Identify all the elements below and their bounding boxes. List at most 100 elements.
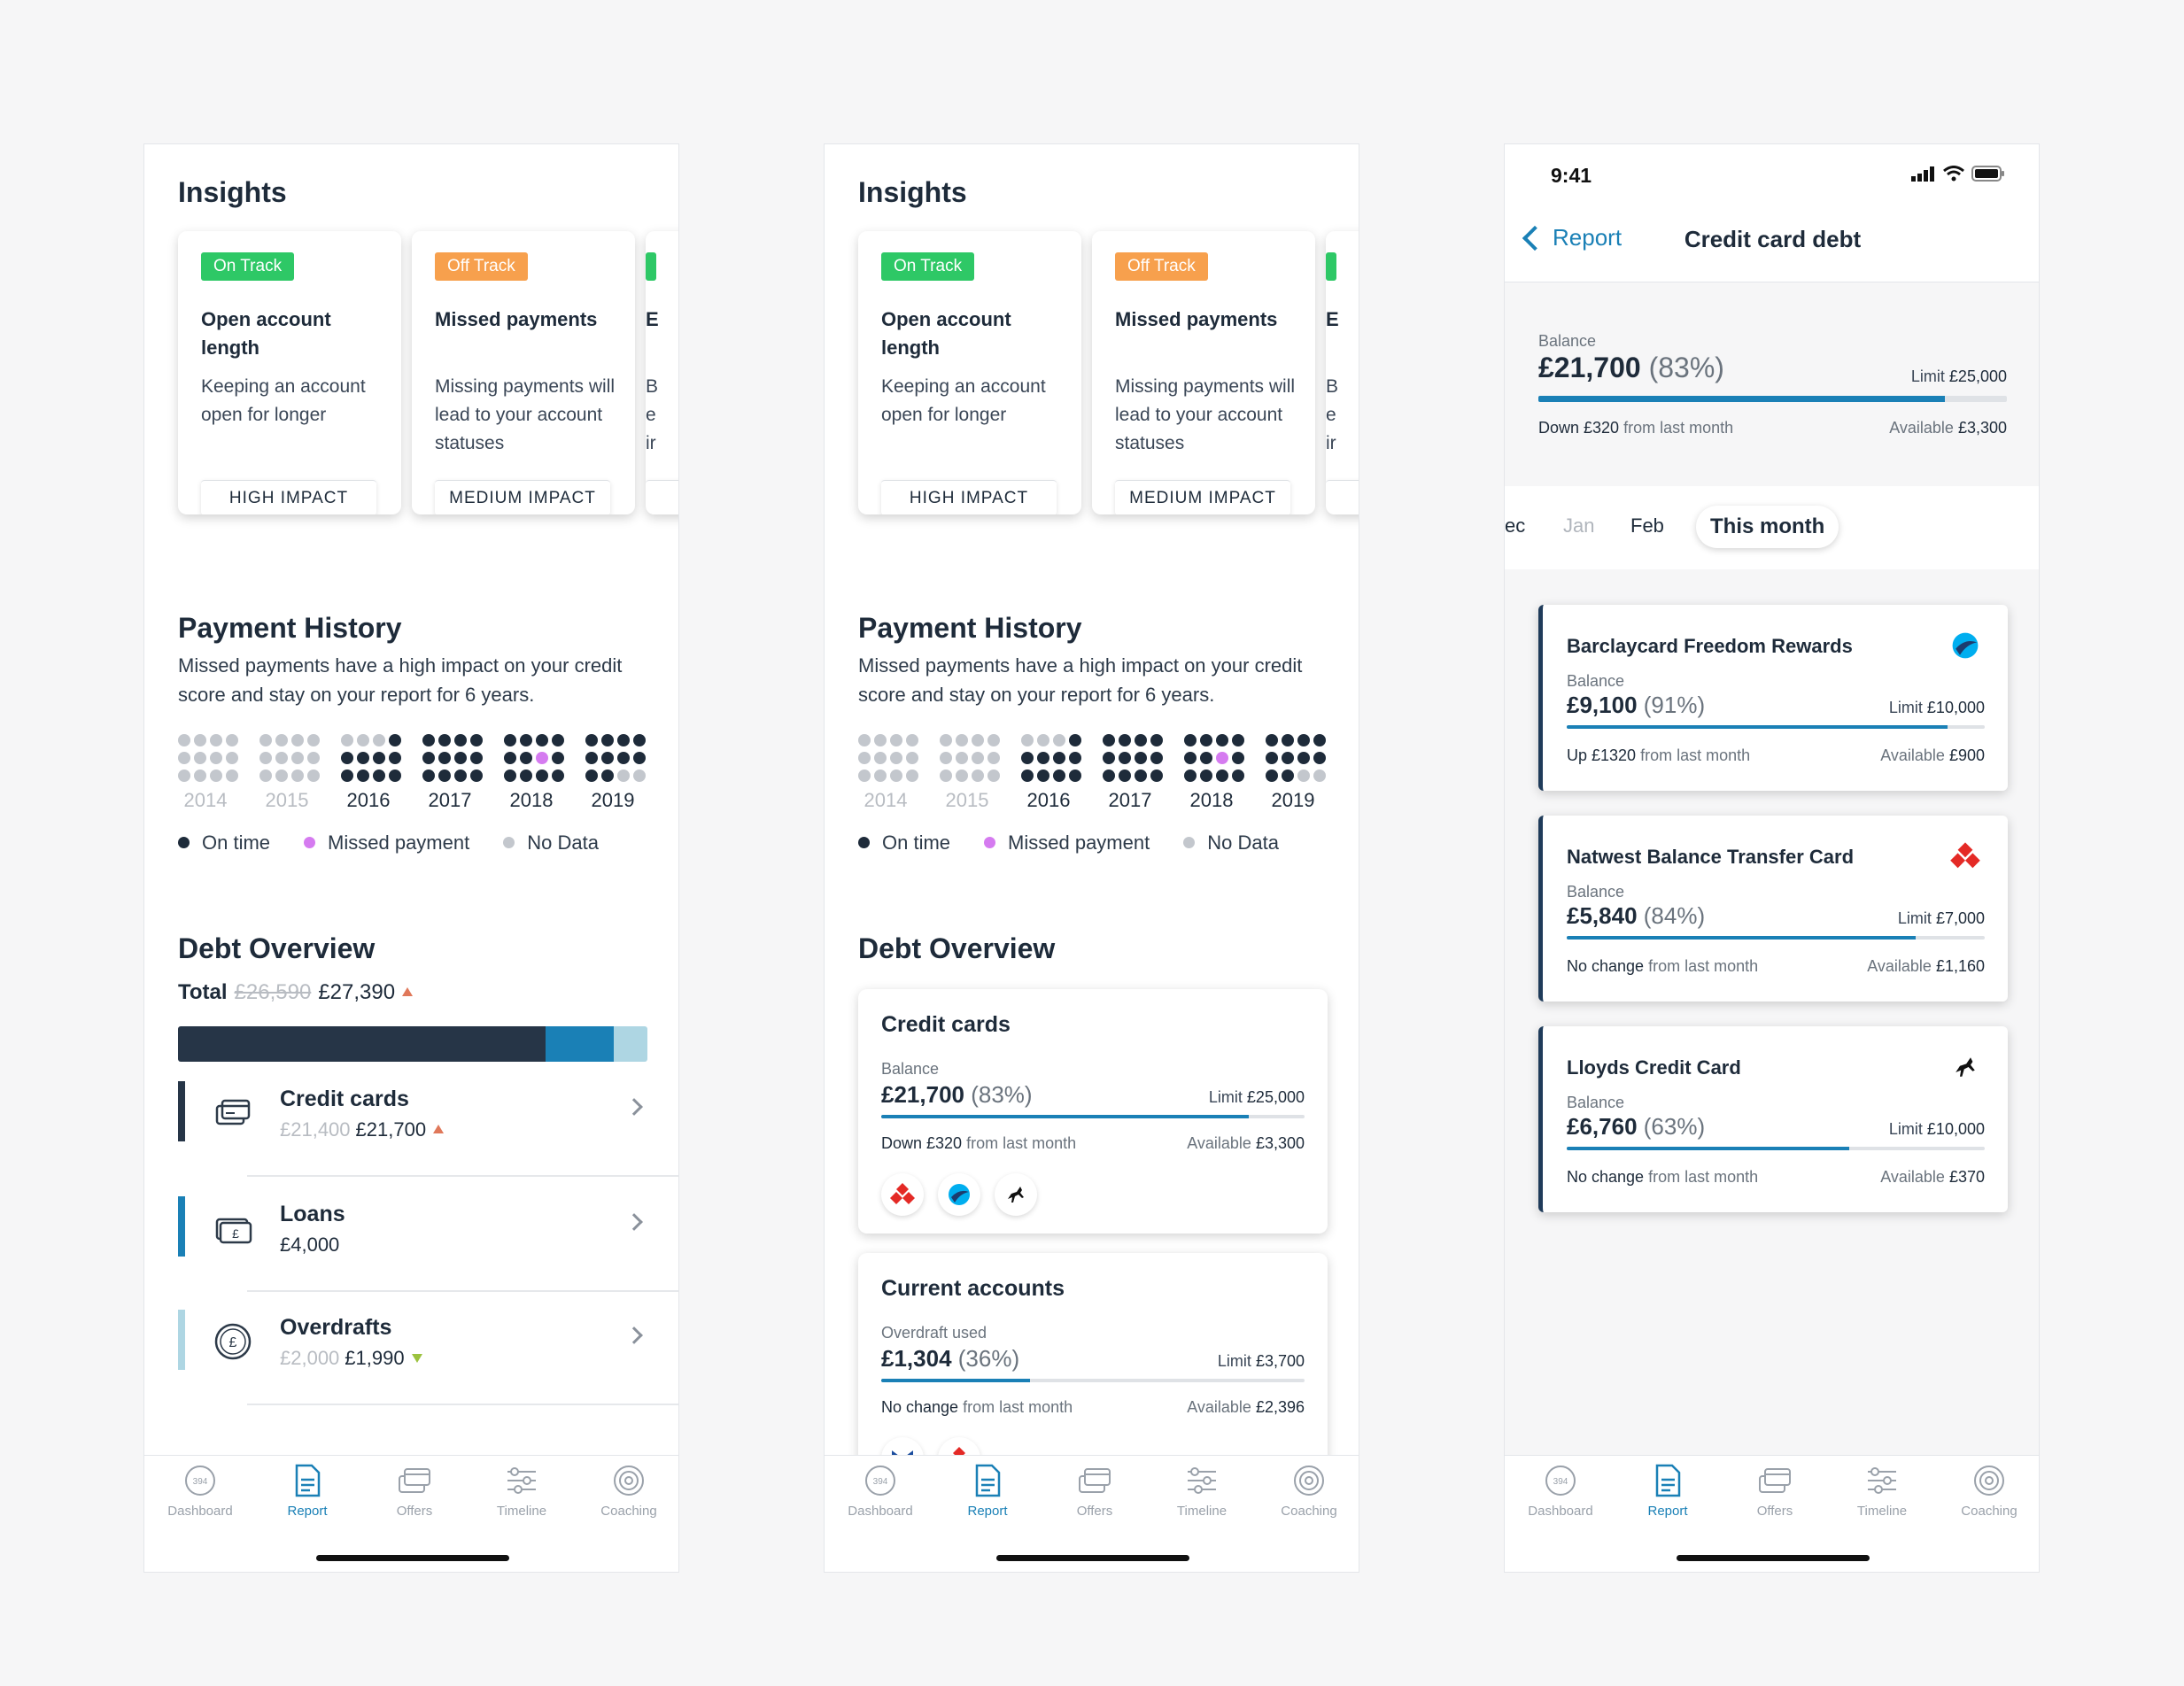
no-data-dot [890, 734, 902, 746]
tab-offers[interactable]: Offers [1726, 1463, 1824, 1519]
wifi-icon [1943, 166, 1964, 182]
no-data-dot [178, 752, 190, 764]
tab-timeline[interactable]: Timeline [473, 1463, 570, 1519]
svg-text:£: £ [229, 1335, 237, 1350]
credit-card-debt-screen: 9:41 Report Credit card debt Balance £21… [1504, 143, 2040, 1573]
insight-card-partial[interactable]: E B e ir [646, 231, 678, 514]
total-new-value: £27,390 [318, 980, 396, 1004]
home-indicator[interactable] [1677, 1555, 1870, 1561]
tab-report[interactable]: Report [1619, 1463, 1716, 1519]
on-time-dot [454, 734, 467, 746]
on-time-dot [1150, 752, 1163, 764]
debt-overview-title: Debt Overview [858, 932, 1056, 964]
no-data-dot [940, 752, 952, 764]
payment-history-subtitle: Missed payments have a high impact on yo… [178, 654, 623, 706]
home-indicator[interactable] [316, 1555, 509, 1561]
debt-item-credit-cards[interactable]: Credit cards £21,400 £21,700 [178, 1081, 678, 1196]
on-time-dot [357, 770, 369, 782]
tab-report[interactable]: Report [939, 1463, 1036, 1519]
card-barclaycard[interactable]: Barclaycard Freedom Rewards Balance £9,1… [1538, 605, 2008, 791]
on-time-dot [1297, 752, 1310, 764]
card-title: Current accounts [881, 1276, 1065, 1301]
on-time-dot [585, 770, 598, 782]
payment-year-2018: 2018 [1184, 734, 1246, 812]
no-data-dot [210, 770, 222, 782]
on-time-dot [1282, 770, 1294, 782]
card-lloyds[interactable]: Lloyds Credit Card Balance £6,760 (63%) … [1538, 1026, 2008, 1212]
no-data-dot [617, 770, 630, 782]
tab-report[interactable]: Report [259, 1463, 356, 1519]
insight-card-missed-payments[interactable]: Off Track Missed payments Missing paymen… [412, 231, 635, 514]
home-indicator[interactable] [996, 1555, 1189, 1561]
payment-year-2014: 2014 [858, 734, 920, 812]
no-data-dot [1037, 734, 1049, 746]
month-tab-feb[interactable]: Feb [1630, 514, 1664, 537]
credit-card-icon [213, 1094, 252, 1133]
month-selector[interactable]: ec Jan Feb This month [1505, 486, 2039, 569]
tab-coaching[interactable]: Coaching [1260, 1463, 1358, 1519]
tab-dashboard[interactable]: 394 Dashboard [151, 1463, 249, 1519]
tab-dashboard[interactable]: 394 Dashboard [832, 1463, 929, 1519]
available-text: Available £3,300 [1187, 1134, 1305, 1152]
lloyds-logo-icon [995, 1173, 1037, 1216]
debt-item-overdrafts[interactable]: £ Overdrafts £2,000 £1,990 [178, 1310, 678, 1425]
on-time-dot [601, 770, 614, 782]
bottom-tab-bar: 394 Dashboard Report Offers Timeline Coaching [1505, 1455, 2039, 1572]
debt-item-values: £21,400 £21,700 [280, 1118, 445, 1141]
no-data-dot-icon [1183, 837, 1196, 848]
on-time-dot [373, 770, 385, 782]
debt-item-loans[interactable]: £ Loans £4,000 [178, 1196, 678, 1311]
no-data-dot [259, 770, 272, 782]
card-natwest[interactable]: Natwest Balance Transfer Card Balance £5… [1538, 816, 2008, 1002]
insight-card-open-account[interactable]: On Track Open account length Keeping an … [858, 231, 1081, 514]
on-time-dot [438, 770, 451, 782]
debt-total: Total £26,590 £27,390 [178, 980, 414, 1005]
tab-coaching[interactable]: Coaching [580, 1463, 678, 1519]
no-data-dot [987, 770, 1000, 782]
change-text: Down £320 from last month [881, 1134, 1077, 1152]
tab-offers[interactable]: Offers [366, 1463, 463, 1519]
balance-label: Balance [1538, 332, 1597, 350]
current-accounts-summary-card[interactable]: Current accounts Overdraft used £1,304 (… [858, 1253, 1328, 1483]
no-data-dot [291, 770, 304, 782]
tab-label: Report [1647, 1504, 1688, 1519]
on-time-dot [1266, 734, 1278, 746]
insight-description: Missing payments will lead to your accou… [1115, 376, 1296, 453]
payment-dots [1184, 734, 1246, 782]
month-tab-this-month[interactable]: This month [1696, 506, 1839, 548]
tab-coaching[interactable]: Coaching [1940, 1463, 2038, 1519]
no-data-dot [275, 752, 288, 764]
tab-offers[interactable]: Offers [1046, 1463, 1143, 1519]
insight-card-missed-payments[interactable]: Off Track Missed payments Missing paymen… [1092, 231, 1315, 514]
missed-dot-icon [984, 837, 996, 848]
tab-timeline[interactable]: Timeline [1153, 1463, 1251, 1519]
sliders-icon [504, 1463, 539, 1498]
payment-dots [858, 734, 920, 782]
tab-label: Coaching [1281, 1504, 1337, 1519]
month-tab-jan[interactable]: Jan [1563, 514, 1595, 537]
trend-down-icon [411, 1354, 422, 1363]
on-time-dot [1135, 770, 1147, 782]
insights-carousel[interactable]: On Track Open account length Keeping an … [858, 231, 1359, 514]
on-time-dot [454, 752, 467, 764]
balance-label: Balance [1567, 883, 1625, 901]
back-button[interactable]: Report [1515, 224, 1622, 251]
insights-carousel[interactable]: On Track Open account length Keeping an … [178, 231, 678, 514]
report-screen-overview: Insights On Track Open account length Ke… [143, 143, 679, 1573]
month-tab-dec[interactable]: ec [1505, 514, 1526, 537]
no-data-dot [1021, 734, 1034, 746]
insight-card-open-account[interactable]: On Track Open account length Keeping an … [178, 231, 401, 514]
tab-timeline[interactable]: Timeline [1833, 1463, 1931, 1519]
insight-card-partial[interactable]: E B e ir [1326, 231, 1359, 514]
no-data-dot [874, 734, 887, 746]
on-time-dot [470, 734, 483, 746]
svg-text:394: 394 [1553, 1477, 1568, 1487]
year-label: 2019 [591, 789, 635, 811]
status-badge: Off Track [1115, 252, 1208, 281]
category-color-bar [178, 1081, 185, 1141]
banknote-icon: £ [213, 1209, 252, 1248]
tab-dashboard[interactable]: 394 Dashboard [1512, 1463, 1609, 1519]
cards-icon [1757, 1463, 1793, 1498]
credit-cards-summary-card[interactable]: Credit cards Balance £21,700 (83%) Limit… [858, 989, 1328, 1234]
insight-title: E [646, 308, 659, 330]
